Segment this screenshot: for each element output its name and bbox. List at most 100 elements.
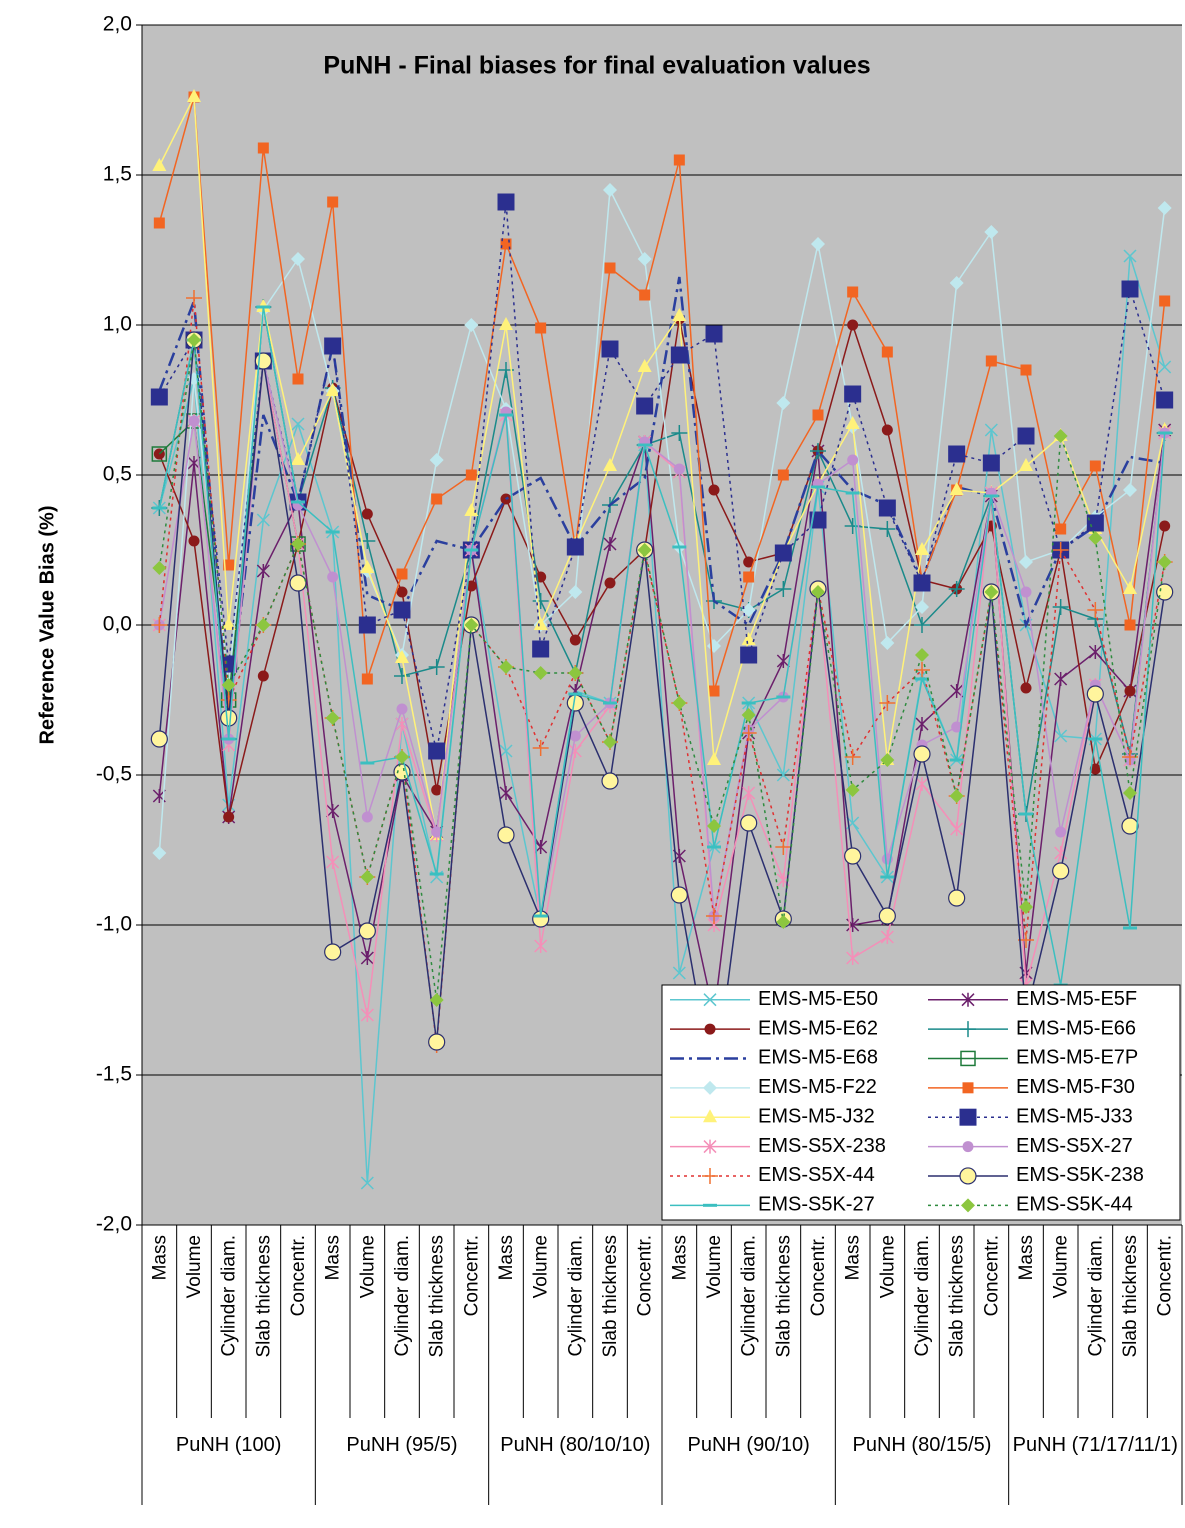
marker xyxy=(776,768,790,782)
marker xyxy=(948,445,966,463)
x-tick-label: Slab thickness xyxy=(1120,1235,1141,1358)
series xyxy=(150,193,1174,760)
x-tick-label: Concentr. xyxy=(635,1235,656,1316)
x-tick-label: Cylinder diam. xyxy=(912,1235,933,1356)
marker xyxy=(428,659,445,675)
marker xyxy=(324,337,342,355)
marker xyxy=(948,889,966,907)
marker xyxy=(670,886,688,904)
marker xyxy=(360,951,374,965)
marker xyxy=(603,458,617,471)
legend-label: EMS-S5X-27 xyxy=(1016,1135,1133,1157)
marker xyxy=(1086,685,1104,703)
marker xyxy=(743,556,755,568)
series-line xyxy=(158,339,1166,1091)
x-tick-label: Mass xyxy=(149,1235,170,1280)
marker xyxy=(360,560,375,573)
marker xyxy=(776,654,790,668)
marker xyxy=(984,423,998,437)
marker xyxy=(1052,542,1069,558)
legend-marker xyxy=(962,1082,974,1094)
marker xyxy=(428,1033,446,1051)
marker xyxy=(326,855,340,869)
marker xyxy=(1019,900,1033,914)
marker xyxy=(221,678,236,692)
legend-marker xyxy=(959,1108,977,1126)
legend-marker xyxy=(703,993,717,1007)
marker xyxy=(499,660,513,674)
marker xyxy=(844,847,862,865)
marker xyxy=(673,463,685,475)
y-tick-label: 0,0 xyxy=(103,613,132,636)
marker xyxy=(569,730,581,742)
y-tick-label: -1,5 xyxy=(96,1063,132,1086)
marker xyxy=(881,424,893,436)
series-line xyxy=(158,187,1166,854)
marker xyxy=(151,446,168,462)
legend-item: EMS-S5X-44 xyxy=(670,1164,875,1186)
marker xyxy=(187,333,201,347)
legend-item: EMS-S5X-238 xyxy=(670,1135,886,1157)
marker xyxy=(566,538,584,556)
marker xyxy=(880,930,894,944)
marker xyxy=(1052,862,1070,880)
marker xyxy=(152,158,167,171)
legend-label: EMS-M5-E7P xyxy=(1016,1047,1138,1069)
marker xyxy=(1019,555,1033,569)
marker xyxy=(186,290,202,306)
marker xyxy=(535,322,547,334)
marker xyxy=(948,581,965,597)
marker xyxy=(847,286,859,298)
marker xyxy=(776,396,791,410)
marker xyxy=(532,593,549,609)
legend-label: EMS-M5-E66 xyxy=(1016,1017,1136,1039)
marker xyxy=(393,601,411,619)
marker xyxy=(845,416,860,429)
marker xyxy=(1089,763,1101,775)
marker xyxy=(742,786,756,800)
legend-item: EMS-S5K-44 xyxy=(928,1194,1133,1216)
marker xyxy=(913,574,931,592)
marker xyxy=(743,571,755,583)
y-tick-label: 1,5 xyxy=(103,163,132,186)
x-tick-label: Concentr. xyxy=(461,1235,482,1316)
marker xyxy=(846,951,860,965)
marker xyxy=(915,648,929,662)
legend-label: EMS-M5-E68 xyxy=(758,1047,878,1069)
marker xyxy=(396,586,408,598)
marker xyxy=(325,711,340,725)
marker xyxy=(152,846,167,860)
marker xyxy=(775,581,792,597)
group-label: PuNH (80/10/10) xyxy=(500,1434,651,1456)
legend-marker xyxy=(959,1167,977,1185)
marker xyxy=(913,745,931,763)
marker xyxy=(673,154,685,166)
marker xyxy=(291,537,305,551)
legend-item: EMS-S5K-238 xyxy=(928,1164,1144,1186)
legend-item: EMS-M5-E68 xyxy=(670,1047,878,1069)
marker xyxy=(150,388,168,406)
legend-label: EMS-M5-F22 xyxy=(758,1076,877,1098)
marker xyxy=(395,750,409,764)
marker xyxy=(1053,429,1068,443)
marker xyxy=(257,142,269,154)
y-tick-label: 2,0 xyxy=(103,13,132,36)
marker xyxy=(636,397,654,415)
series-line xyxy=(158,94,1166,836)
series-line xyxy=(158,360,1166,1016)
marker xyxy=(1157,201,1172,215)
marker xyxy=(775,839,792,855)
marker xyxy=(361,673,373,685)
marker xyxy=(915,600,929,614)
marker xyxy=(326,804,340,818)
marker xyxy=(984,225,999,239)
legend-item: EMS-M5-E66 xyxy=(928,1017,1136,1039)
y-tick-label: 1,0 xyxy=(103,313,132,336)
legend-box xyxy=(661,984,1181,1221)
marker xyxy=(847,454,859,466)
group-label: PuNH (80/15/5) xyxy=(852,1434,992,1456)
series-line xyxy=(158,96,1166,692)
x-tick-label: Cylinder diam. xyxy=(1085,1235,1106,1356)
